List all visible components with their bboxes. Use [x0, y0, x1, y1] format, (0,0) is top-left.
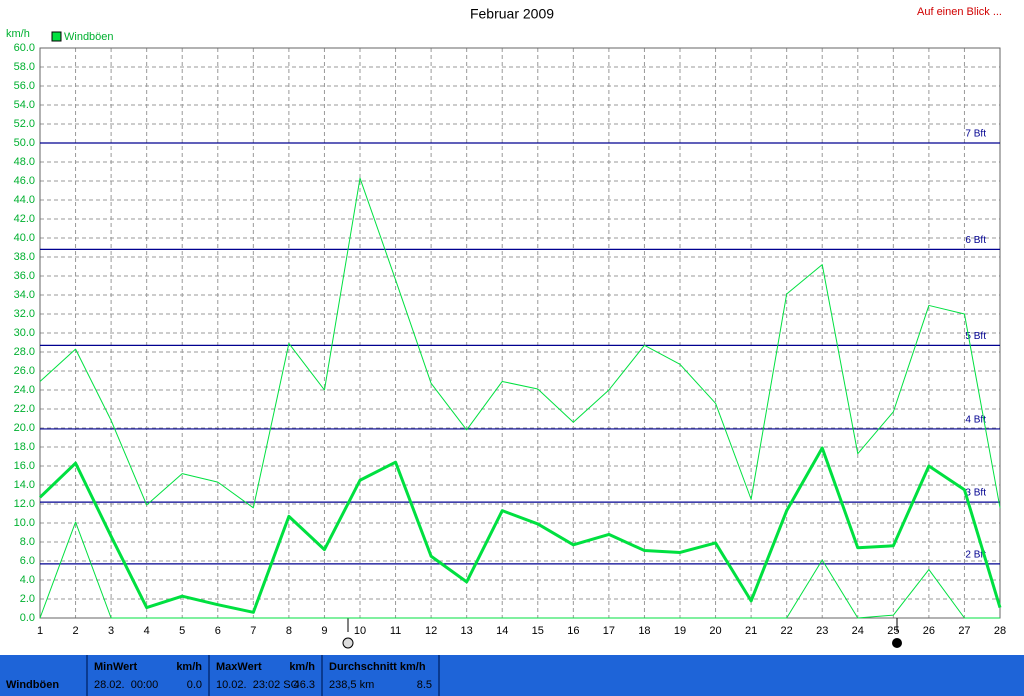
- y-tick-label: 24.0: [14, 384, 35, 396]
- x-tick-label: 15: [532, 625, 544, 637]
- x-tick-label: 18: [638, 625, 650, 637]
- y-tick-label: 48.0: [14, 156, 35, 168]
- x-tick-label: 25: [887, 625, 899, 637]
- y-tick-label: 20.0: [14, 422, 35, 434]
- link[interactable]: Auf einen Blick ...: [917, 6, 1002, 18]
- y-tick-label: 8.0: [20, 536, 35, 548]
- x-tick-label: 4: [144, 625, 150, 637]
- x-tick-label: 11: [390, 625, 401, 637]
- summary-title: MinWert: [94, 661, 138, 673]
- y-tick-label: 28.0: [14, 346, 35, 358]
- x-tick-label: 12: [425, 625, 437, 637]
- y-tick-label: 34.0: [14, 289, 35, 301]
- x-tick-label: 24: [852, 625, 864, 637]
- summary-value: 0.0: [186, 679, 202, 691]
- y-tick-label: 54.0: [14, 99, 35, 111]
- summary-unit: km/h: [289, 661, 315, 673]
- y-tick-label: 60.0: [14, 42, 35, 54]
- y-tick-label: 36.0: [14, 270, 35, 282]
- x-tick-label: 10: [354, 625, 366, 637]
- summary-title: Durchschnitt km/h: [329, 661, 426, 673]
- summary-title: MaxWert: [216, 661, 262, 673]
- x-tick-label: 13: [461, 625, 473, 637]
- summary-unit: km/h: [176, 661, 202, 673]
- y-tick-label: 46.0: [14, 175, 35, 187]
- chart-title: Februar 2009: [470, 6, 554, 22]
- summary-cell: MaxWert km/h 10.02. 23:02 SO 46.3: [210, 655, 323, 696]
- series-line: [39, 521, 1000, 619]
- series-line: [39, 177, 1001, 509]
- y-unit: km/h: [6, 28, 30, 40]
- y-tick-label: 44.0: [14, 194, 35, 206]
- x-tick-label: 2: [72, 625, 78, 637]
- y-tick-label: 10.0: [14, 517, 35, 529]
- y-tick-label: 4.0: [20, 574, 35, 586]
- legend-swatch: [51, 31, 62, 42]
- y-tick-label: 16.0: [14, 460, 35, 472]
- y-tick-label: 6.0: [20, 555, 35, 567]
- x-tick-label: 14: [496, 625, 508, 637]
- y-tick-label: 12.0: [14, 498, 35, 510]
- y-tick-label: 0.0: [20, 612, 35, 624]
- x-tick-label: 3: [108, 625, 114, 637]
- y-tick-label: 26.0: [14, 365, 35, 377]
- x-tick-label: 9: [321, 625, 327, 637]
- x-tick-label: 21: [745, 625, 757, 637]
- x-tick-label: 20: [709, 625, 721, 637]
- legend-label: Windböen: [64, 31, 114, 43]
- x-tick-label: 27: [958, 625, 970, 637]
- x-tick-label: 8: [286, 625, 292, 637]
- summary-bar: Windböen MinWert km/h 28.02. 00:00 0.0 MaxWe…: [0, 655, 1024, 696]
- summary-when: 28.02. 00:00: [94, 679, 159, 691]
- bft-label: 4 Bft: [965, 415, 986, 426]
- x-tick-label: 6: [215, 625, 221, 637]
- y-tick-label: 32.0: [14, 308, 35, 320]
- y-tick-label: 50.0: [14, 137, 35, 149]
- bft-label: 6 Bft: [965, 235, 986, 246]
- x-tick-label: 5: [179, 625, 185, 637]
- summary-label-cell: Windböen: [0, 655, 88, 696]
- bft-label: 5 Bft: [965, 331, 986, 342]
- y-tick-label: 18.0: [14, 441, 35, 453]
- x-tick-label: 17: [603, 625, 615, 637]
- x-tick-label: 19: [674, 625, 686, 637]
- summary-value: 46.3: [293, 679, 315, 691]
- y-tick-label: 42.0: [14, 213, 35, 225]
- y-tick-label: 2.0: [20, 593, 35, 605]
- y-tick-label: 14.0: [14, 479, 35, 491]
- x-tick-label: 16: [567, 625, 579, 637]
- bft-label: 2 Bft: [965, 549, 986, 560]
- x-tick-label: 26: [923, 625, 935, 637]
- summary-when: 238,5 km: [329, 679, 375, 691]
- summary-value: 8.5: [416, 679, 432, 691]
- bft-label: 3 Bft: [965, 488, 986, 499]
- chart: Februar 2009 Auf einen Blick ... km/h 0.…: [6, 6, 1006, 649]
- sun-icon: [342, 637, 354, 649]
- y-tick-label: 38.0: [14, 251, 35, 263]
- summary-cell: Durchschnitt km/h 238,5 km 8.5: [323, 655, 440, 696]
- summary-label: Windböen: [6, 679, 60, 691]
- y-tick-label: 30.0: [14, 327, 35, 339]
- summary-when: 10.02. 23:02 SO: [216, 679, 300, 691]
- y-tick-label: 52.0: [14, 118, 35, 130]
- y-tick-label: 58.0: [14, 61, 35, 73]
- x-tick-label: 7: [250, 625, 256, 637]
- y-tick-label: 22.0: [14, 403, 35, 415]
- x-tick-label: 23: [816, 625, 828, 637]
- series-line: [38, 446, 1002, 614]
- x-tick-label: 1: [37, 625, 43, 637]
- y-tick-label: 40.0: [14, 232, 35, 244]
- bft-label: 7 Bft: [965, 129, 986, 140]
- x-tick-label: 22: [781, 625, 793, 637]
- summary-cell: MinWert km/h 28.02. 00:00 0.0: [88, 655, 210, 696]
- y-tick-label: 56.0: [14, 80, 35, 92]
- x-tick-label: 28: [994, 625, 1006, 637]
- moon-icon: [892, 638, 902, 648]
